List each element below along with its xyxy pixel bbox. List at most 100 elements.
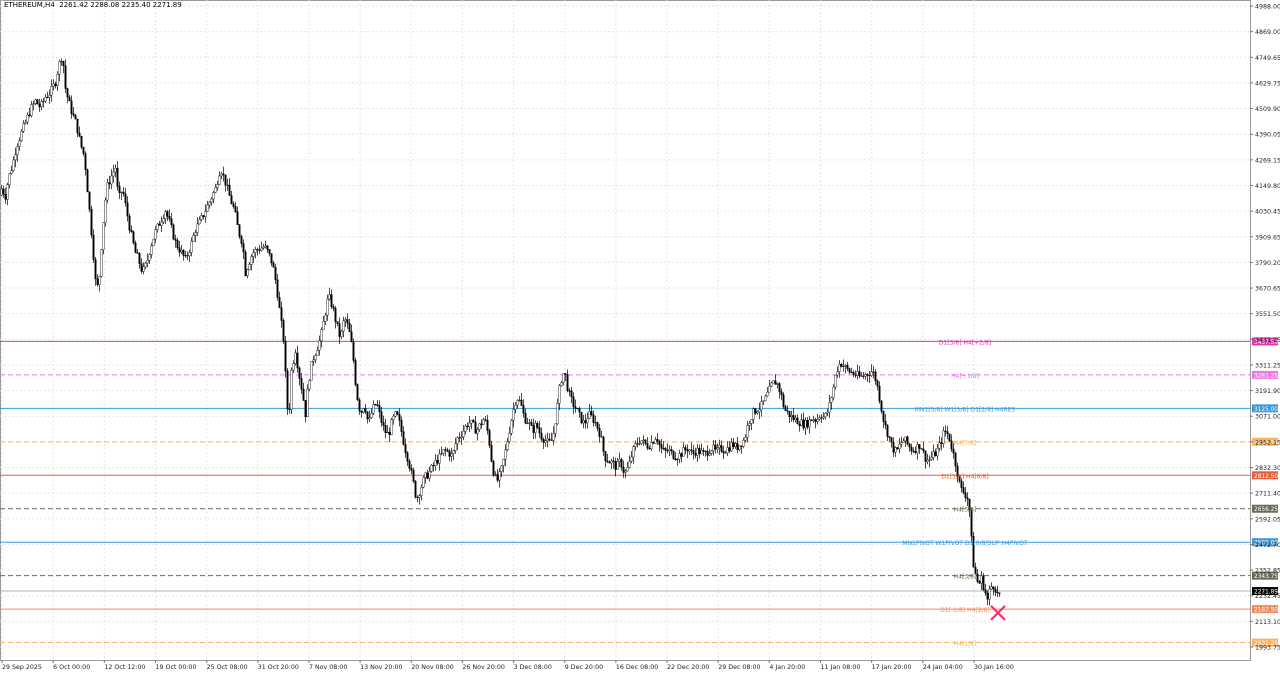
candle-body	[208, 201, 211, 206]
candle-body	[980, 575, 983, 584]
candle-body	[530, 422, 533, 426]
candle-body	[846, 365, 849, 369]
candle-body	[528, 422, 531, 424]
candle-body	[806, 420, 809, 428]
candle-body	[278, 297, 281, 308]
level-price-tag	[1252, 538, 1278, 547]
candle-body	[112, 171, 115, 177]
level-price-tag	[1252, 471, 1278, 480]
candle-body	[724, 452, 727, 454]
candle-body	[632, 446, 635, 458]
candle-body	[918, 444, 921, 449]
time-tick-label: 29 Dec 08:00	[718, 664, 760, 671]
candle-body	[902, 440, 905, 443]
candle-body	[460, 436, 463, 439]
candle-body	[972, 536, 975, 568]
candle-body	[656, 439, 659, 442]
level-price-tag-text: 2812.50	[1254, 474, 1278, 480]
candle-body	[246, 269, 249, 277]
candle-body	[798, 423, 801, 426]
candle-body	[712, 444, 715, 452]
candle-body	[874, 371, 877, 382]
candle-body	[84, 153, 87, 170]
candle-body	[40, 101, 43, 108]
candle-body	[826, 411, 829, 414]
candle-body	[566, 374, 569, 392]
candle-body	[158, 223, 161, 226]
candle-body	[96, 278, 99, 285]
candle-body	[756, 411, 759, 414]
candle-body	[802, 419, 805, 429]
price-tick-label: 4869.00	[1255, 29, 1280, 36]
candle-body	[380, 411, 383, 423]
level-price-tag-text: 2656.25	[1254, 507, 1278, 513]
candle-body	[374, 404, 377, 406]
price-tick-label: 2232.45	[1255, 593, 1280, 600]
candle-body	[482, 419, 485, 425]
candle-body	[316, 350, 319, 356]
candle-body	[220, 173, 223, 177]
candle-body	[686, 449, 689, 452]
symbol-label: ETHEREUM,H4	[4, 1, 55, 9]
candle-body	[818, 417, 821, 420]
price-tick-label: 3431.25	[1255, 337, 1280, 344]
candle-body	[944, 430, 947, 432]
candle-body	[998, 592, 1001, 595]
candle-body	[604, 451, 607, 462]
candle-body	[560, 382, 563, 386]
candle-body	[878, 385, 881, 402]
candle-body	[170, 218, 173, 226]
time-tick-label: 26 Nov 20:00	[462, 664, 504, 671]
candle-body	[592, 414, 595, 423]
candle-body	[820, 417, 823, 419]
candle-body	[800, 419, 803, 426]
candle-body	[122, 191, 125, 194]
candle-body	[196, 223, 199, 233]
candle-body	[896, 447, 899, 450]
candle-body	[822, 416, 825, 419]
candle-body	[270, 253, 273, 264]
level-label: H4[7/8]	[954, 440, 977, 447]
candle-body	[546, 438, 549, 441]
candle-body	[830, 397, 833, 403]
candle-body	[128, 215, 131, 231]
level-price-tag	[1252, 504, 1278, 513]
candle-body	[110, 175, 113, 185]
candle-body	[130, 229, 133, 232]
candle-body	[206, 204, 209, 212]
level-label: D1[1/8] H4[6/8]	[941, 473, 988, 480]
candle-body	[302, 388, 305, 401]
candle-body	[982, 575, 985, 590]
candle-body	[608, 461, 611, 464]
candle-body	[362, 408, 365, 413]
candle-body	[172, 224, 175, 240]
candle-body	[144, 262, 147, 267]
candle-body	[960, 480, 963, 488]
candle-body	[570, 390, 573, 398]
candle-body	[228, 184, 231, 196]
candle-body	[582, 420, 585, 424]
candle-body	[664, 448, 667, 451]
candle-body	[742, 440, 745, 447]
candle-body	[968, 498, 971, 511]
candle-body	[668, 449, 671, 452]
candle-body	[670, 449, 673, 452]
candle-body	[50, 86, 53, 96]
level-price-tag-text: 3125.00	[1254, 407, 1278, 413]
candle-body	[704, 451, 707, 453]
candle-body	[358, 399, 361, 412]
candle-body	[468, 422, 471, 427]
candle-body	[440, 453, 443, 455]
candle-body	[326, 298, 329, 316]
candle-body	[212, 192, 215, 200]
candle-body	[868, 375, 871, 377]
candle-body	[344, 319, 347, 322]
candle-body	[942, 430, 945, 444]
candle-body	[268, 249, 271, 254]
candle-body	[954, 452, 957, 467]
price-tick-label: 4629.75	[1255, 80, 1280, 87]
candle-body	[978, 581, 981, 584]
candle-body	[428, 471, 431, 479]
